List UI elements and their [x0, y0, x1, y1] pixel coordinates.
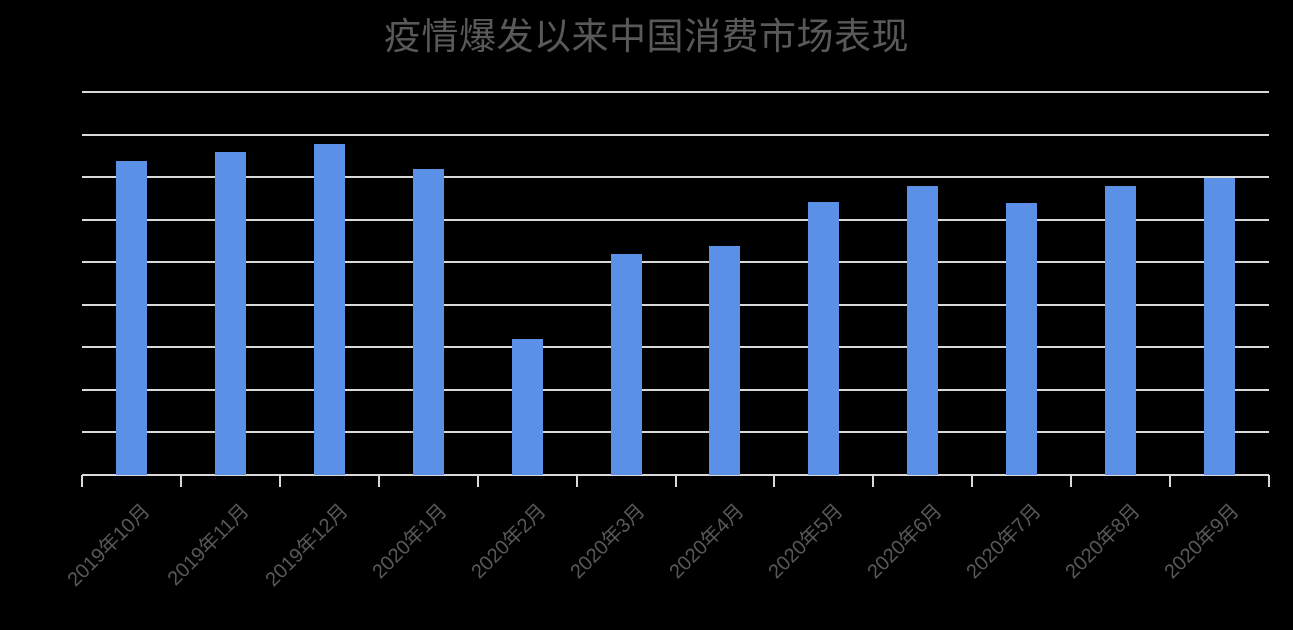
- x-axis-tick: [971, 475, 974, 487]
- x-axis-label: 2020年6月: [863, 500, 947, 584]
- x-axis-label: 2020年4月: [665, 500, 749, 584]
- gridline: [82, 346, 1269, 349]
- x-axis-tick: [773, 475, 776, 487]
- x-axis-label: 2019年12月: [261, 500, 353, 592]
- bar: [610, 253, 642, 475]
- gridline: [82, 388, 1269, 391]
- gridline: [82, 176, 1269, 179]
- gridline: [82, 261, 1269, 264]
- gridline: [82, 431, 1269, 434]
- x-axis-tick: [872, 475, 875, 487]
- x-axis-label: 2020年5月: [764, 500, 848, 584]
- bar: [412, 168, 444, 475]
- bar: [115, 161, 147, 475]
- bar: [1105, 186, 1137, 475]
- x-axis-tick: [1169, 475, 1172, 487]
- x-axis-label: 2020年1月: [368, 500, 452, 584]
- bar: [808, 202, 840, 475]
- gridline: [82, 303, 1269, 306]
- bar: [709, 246, 741, 475]
- plot-area: 2019年10月 2019年11月 2019年12月 2020年1月 2020年2月 20…: [64, 91, 1270, 591]
- x-axis-tick: [476, 475, 479, 487]
- x-axis-tick: [377, 475, 380, 487]
- bar: [1204, 178, 1236, 475]
- bar: [1006, 202, 1038, 475]
- bar: [511, 339, 543, 475]
- x-axis-tick: [674, 475, 677, 487]
- bar: [907, 186, 939, 475]
- bar: [313, 143, 345, 475]
- x-axis-label: 2020年7月: [962, 500, 1046, 584]
- gridline: [82, 218, 1269, 221]
- chart-title: 疫情爆发以来中国消费市场表现: [384, 16, 909, 57]
- x-axis-label: 2019年11月: [163, 500, 254, 590]
- x-axis-tick: [179, 475, 182, 487]
- x-axis-label: 2020年3月: [566, 500, 650, 584]
- x-axis-tick: [81, 475, 83, 487]
- x-axis-label: 2019年10月: [63, 500, 156, 592]
- gridline: [82, 133, 1269, 136]
- x-axis-label: 2020年2月: [467, 500, 551, 584]
- x-axis-label: 2020年9月: [1159, 500, 1244, 584]
- x-axis-tick: [1070, 475, 1073, 487]
- x-axis-tick: [575, 475, 578, 487]
- x-axis-label: 2020年8月: [1061, 500, 1145, 584]
- x-axis-tick: [278, 475, 281, 487]
- x-axis-tick: [1268, 475, 1270, 487]
- gridline: [82, 91, 1269, 93]
- bar: [214, 152, 246, 475]
